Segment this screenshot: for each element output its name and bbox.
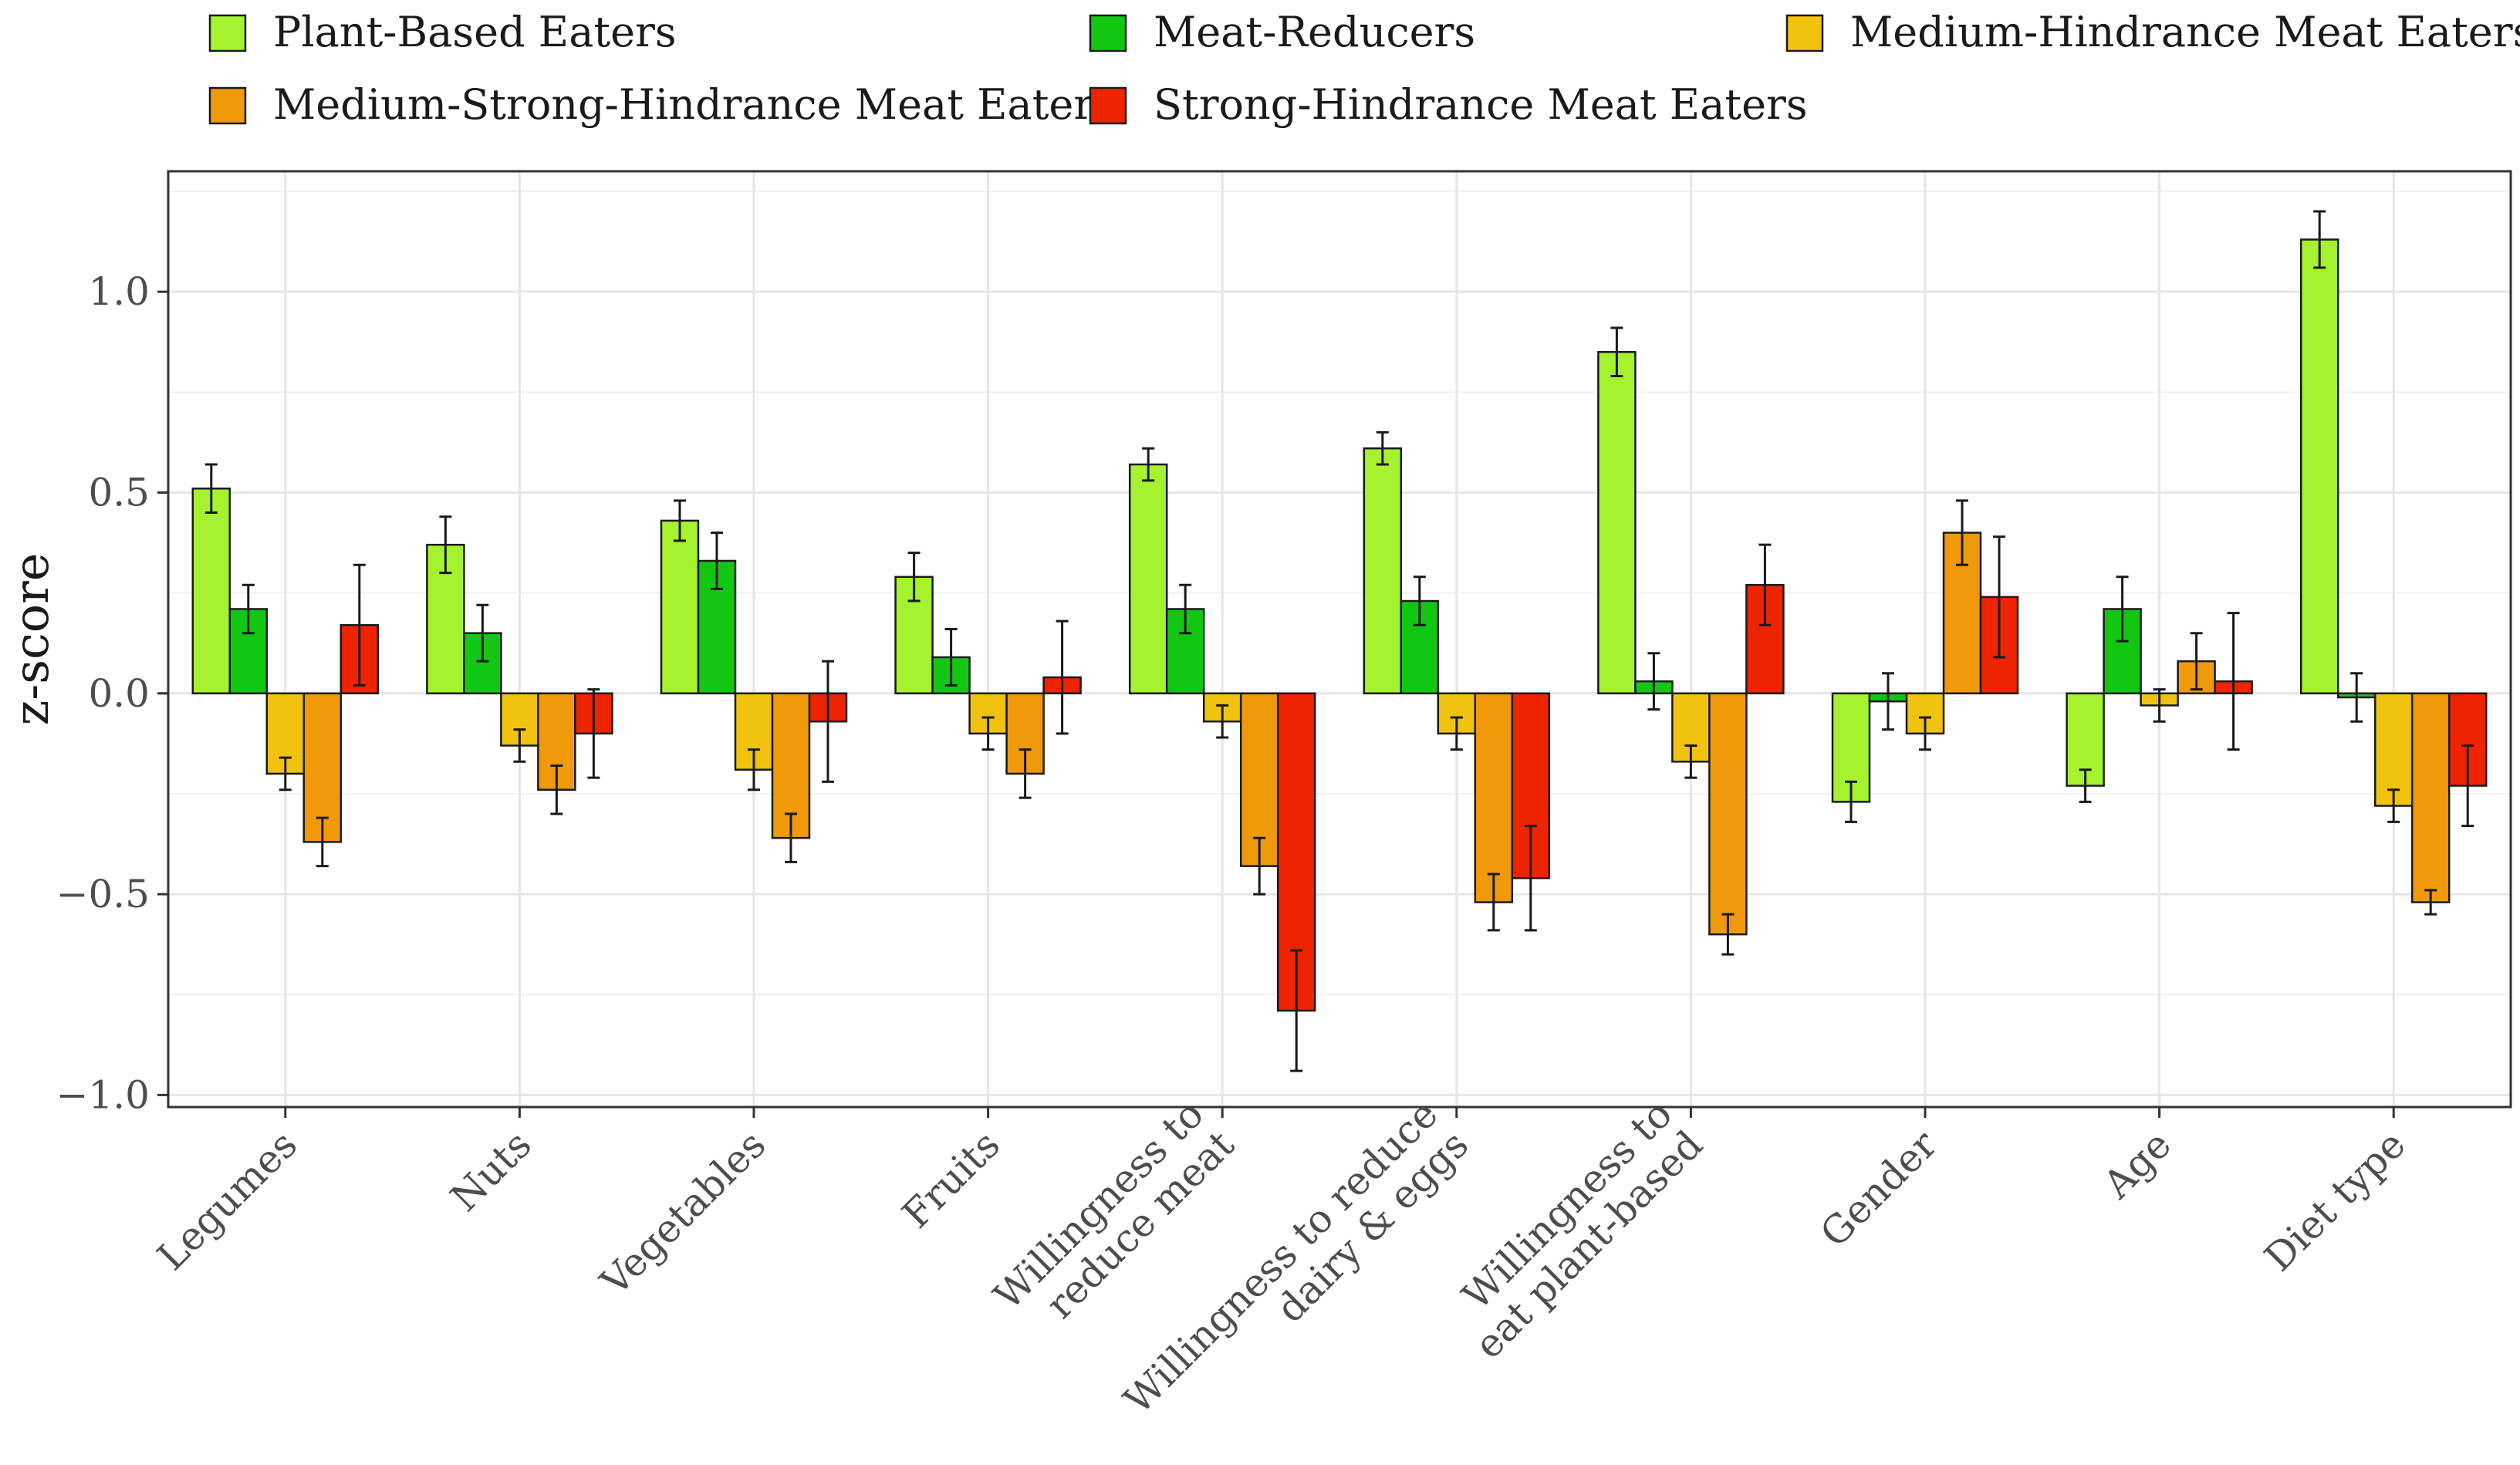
error-bar	[1376, 430, 1389, 466]
error-bar	[2387, 788, 2400, 823]
bar	[1511, 692, 1551, 879]
y-tick-label: 0.0	[88, 671, 150, 716]
error-bar	[1956, 499, 1968, 566]
error-bar	[2116, 576, 2129, 643]
x-tick-label: Willingness toeat plant-based	[1435, 1092, 1711, 1367]
legend-swatch	[208, 14, 247, 52]
error-bar	[1413, 576, 1426, 626]
error-bar	[2461, 744, 2474, 828]
error-bar	[1487, 873, 1500, 932]
x-tick-label: Vegetables	[592, 1122, 775, 1305]
legend-item: Medium-Hindrance Meat Eaters	[1785, 8, 2520, 56]
error-bar	[1253, 836, 1266, 896]
y-tick-label: 1.0	[88, 269, 150, 314]
x-tick-label: Diet type	[2256, 1122, 2414, 1280]
error-bar	[785, 812, 797, 863]
x-tick-label: Gender	[1812, 1122, 1945, 1255]
legend-item: Medium-Strong-Hindrance Meat Eaters	[208, 80, 1115, 129]
error-bar	[1290, 949, 1303, 1072]
x-tick-label: Age	[2094, 1122, 2180, 1207]
bar	[1363, 447, 1403, 695]
x-tick-label: Nuts	[442, 1122, 540, 1220]
error-bar	[1993, 535, 2005, 659]
error-bar	[2079, 768, 2092, 803]
error-bar	[981, 716, 995, 751]
y-tick-label: 0.5	[88, 470, 150, 515]
error-bar	[1450, 716, 1463, 751]
bar	[660, 519, 700, 695]
error-bar	[1018, 748, 1032, 799]
bar	[2299, 238, 2339, 695]
error-bar	[748, 748, 760, 792]
error-bar	[439, 515, 452, 575]
error-bar	[1142, 447, 1155, 482]
error-bar	[2227, 612, 2240, 751]
bar	[191, 488, 231, 695]
bar	[228, 608, 269, 695]
error-bar	[1758, 543, 1772, 626]
legend-item: Strong-Hindrance Meat Eaters	[1089, 80, 1808, 129]
y-axis-title: z-score	[3, 553, 59, 726]
error-bar	[513, 728, 526, 763]
error-bar	[2190, 632, 2203, 691]
plot-panel	[167, 170, 2512, 1109]
error-bar	[316, 816, 329, 868]
error-bar	[242, 583, 255, 635]
bar	[1128, 463, 1168, 695]
legend-item: Meat-Reducers	[1089, 8, 1475, 56]
x-tick-label: Fruits	[893, 1122, 1008, 1237]
legend-swatch	[1089, 86, 1127, 125]
error-bar	[711, 532, 723, 590]
bar	[1597, 351, 1637, 695]
error-bar	[1882, 672, 1894, 731]
error-bar	[279, 756, 292, 792]
legend-swatch	[208, 86, 247, 125]
bar	[2373, 692, 2414, 807]
error-bar	[674, 499, 686, 542]
legend-label: Medium-Strong-Hindrance Meat Eaters	[273, 80, 1115, 129]
legend-label: Plant-Based Eaters	[273, 8, 677, 56]
error-bar	[1610, 326, 1623, 378]
x-tick-label: Legumes	[149, 1122, 306, 1278]
panel-border	[167, 170, 2512, 1109]
y-tick-label: −1.0	[56, 1072, 150, 1117]
error-bar	[907, 552, 921, 603]
x-axis: Legumes Nuts Vegetables Fruits Willingness t…	[149, 1092, 2414, 1423]
legend-label: Medium-Hindrance Meat Eaters	[1850, 8, 2520, 56]
error-bar	[1721, 913, 1735, 956]
bar	[1474, 692, 1514, 903]
error-bar	[1845, 780, 1857, 823]
error-bar	[2153, 688, 2166, 723]
legend-swatch	[1089, 14, 1127, 52]
error-bar	[1179, 583, 1192, 635]
error-bar	[2350, 672, 2363, 723]
error-bar	[550, 764, 563, 815]
legend: Plant-Based Eaters Meat-Reducers Medium-Hi…	[208, 8, 2520, 129]
bar	[1708, 692, 1748, 936]
legend-swatch	[1785, 14, 1824, 52]
error-bar	[353, 563, 366, 687]
error-bar	[1056, 619, 1069, 735]
error-bar	[1919, 716, 1931, 751]
error-bar	[204, 463, 218, 515]
error-bar	[1524, 825, 1537, 932]
error-bar	[944, 627, 958, 687]
legend-label: Strong-Hindrance Meat Eaters	[1154, 80, 1808, 129]
y-axis: 1.0 0.5 0.0 −0.5 −1.0 z-score	[3, 269, 168, 1117]
error-bar	[1216, 704, 1229, 739]
error-bar	[2313, 210, 2326, 269]
legend-label: Meat-Reducers	[1154, 8, 1475, 56]
error-bar	[476, 603, 489, 663]
error-bar	[1684, 744, 1697, 779]
y-tick-label: −0.5	[56, 872, 150, 916]
error-bar	[1647, 652, 1660, 711]
legend-item: Plant-Based Eaters	[208, 8, 677, 56]
bar	[2410, 692, 2451, 903]
bar	[697, 559, 737, 695]
error-bar	[822, 660, 834, 783]
error-bar	[587, 688, 600, 779]
error-bar	[2424, 889, 2437, 916]
